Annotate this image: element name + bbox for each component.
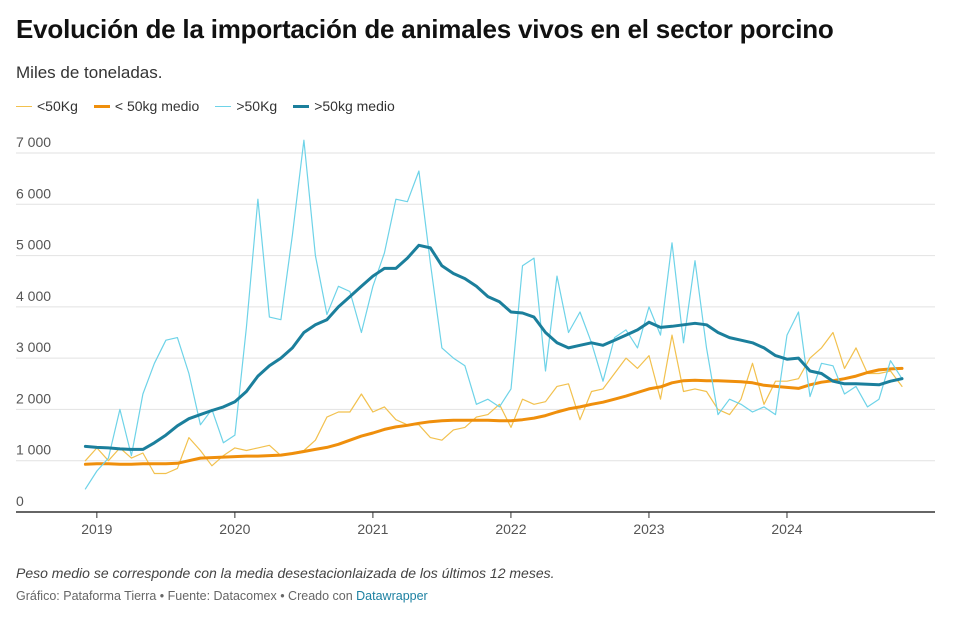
legend-label-lt50-avg: < 50kg medio [114, 98, 200, 114]
legend-label-lt50: <50Kg [37, 98, 78, 114]
grid-lines [16, 152, 935, 462]
y-tick-label-6000: 6 000 [16, 185, 51, 201]
legend-swatch-gt50 [215, 105, 232, 107]
x-tick-label-2024: 2024 [771, 521, 802, 537]
x-tick-label-2022: 2022 [495, 521, 526, 537]
series-line-lt50_avg [83, 366, 904, 466]
series-line-gt50 [84, 139, 903, 490]
series-gt50_avg [83, 243, 904, 451]
y-axis-ticks: 0 1 000 2 000 3 000 4 000 5 000 6 000 7 000 [16, 134, 51, 509]
series-gt50 [84, 139, 903, 490]
legend-item-lt50[interactable]: <50Kg [16, 98, 78, 114]
line-chart: 0 1 000 2 000 3 000 4 000 5 000 6 000 7 000 201… [16, 134, 935, 537]
y-tick-label-3000: 3 000 [16, 339, 51, 355]
x-tick-label-2023: 2023 [633, 521, 664, 537]
y-tick-label-1000: 1 000 [16, 442, 51, 458]
chart-legend: <50Kg < 50kg medio >50Kg >50kg medio [16, 98, 411, 114]
footer-source: Gráfico: Pataforma Tierra • Fuente: Data… [16, 589, 357, 603]
y-tick-label-7000: 7 000 [16, 134, 51, 150]
datawrapper-link[interactable]: Datawrapper [356, 589, 428, 603]
x-tick-label-2019: 2019 [81, 521, 112, 537]
chart-note: Peso medio se corresponde con la media d… [16, 565, 555, 581]
legend-label-gt50-avg: >50kg medio [314, 98, 395, 114]
y-tick-label-4000: 4 000 [16, 288, 51, 304]
y-tick-label-5000: 5 000 [16, 237, 51, 253]
legend-item-lt50-avg[interactable]: < 50kg medio [93, 98, 200, 114]
legend-label-gt50: >50Kg [236, 98, 278, 114]
series-lines [83, 139, 904, 490]
legend-swatch-lt50 [16, 105, 32, 107]
legend-swatch-lt50-avg [93, 104, 110, 108]
x-axis: 2019 2020 2021 2022 2023 2024 [16, 511, 935, 537]
legend-swatch-gt50-avg [293, 104, 310, 108]
y-tick-label-2000: 2 000 [16, 390, 51, 406]
x-tick-label-2021: 2021 [357, 521, 388, 537]
legend-item-gt50-avg[interactable]: >50kg medio [293, 98, 395, 114]
series-line-gt50_avg [83, 243, 904, 451]
y-tick-label-0: 0 [16, 493, 24, 509]
chart-title: Evolución de la importación de animales … [16, 14, 834, 44]
x-tick-label-2020: 2020 [219, 521, 250, 537]
chart-subtitle: Miles de toneladas. [16, 63, 163, 82]
series-lt50_avg [83, 366, 904, 466]
legend-item-gt50[interactable]: >50Kg [215, 98, 277, 114]
chart-footer: Gráfico: Pataforma Tierra • Fuente: Data… [16, 589, 428, 603]
